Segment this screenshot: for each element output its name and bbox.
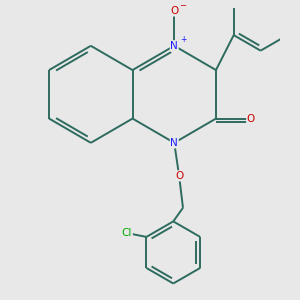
Text: N: N [170, 138, 178, 148]
Text: O: O [175, 171, 183, 181]
Text: O: O [170, 6, 178, 16]
Text: Cl: Cl [122, 228, 132, 238]
Text: O: O [247, 114, 255, 124]
Text: −: − [179, 1, 186, 10]
Text: N: N [170, 41, 178, 51]
Text: +: + [180, 35, 187, 44]
